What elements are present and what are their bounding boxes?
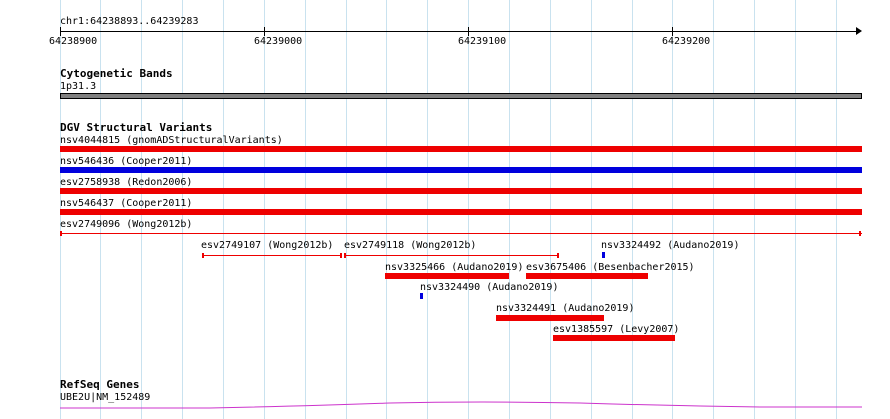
ruler-tick	[60, 27, 61, 36]
variant-feature[interactable]	[526, 273, 648, 279]
variant-label: esv3675406 (Besenbacher2015)	[526, 262, 695, 273]
refseq-track-title[interactable]: RefSeq Genes	[60, 378, 140, 391]
variant-endcap	[557, 253, 559, 258]
ruler-tick	[672, 27, 673, 36]
gene-line	[60, 401, 862, 409]
variant-feature[interactable]	[60, 233, 862, 234]
variant-label: nsv3324492 (Audano2019)	[601, 240, 740, 251]
variant-label: nsv3324491 (Audano2019)	[496, 303, 635, 314]
variant-endcap	[60, 231, 62, 236]
ruler-tick	[468, 27, 469, 36]
variant-label: esv2749118 (Wong2012b)	[344, 240, 477, 251]
variant-endcap	[340, 253, 342, 258]
variant-feature[interactable]	[344, 255, 559, 256]
variant-label: esv1385597 (Levy2007)	[553, 324, 680, 335]
variant-feature[interactable]	[420, 293, 423, 299]
cytoband-feature[interactable]	[60, 93, 862, 99]
variant-feature[interactable]	[496, 315, 604, 321]
ruler-tick-label: 64239000	[254, 36, 303, 47]
variant-feature[interactable]	[60, 146, 862, 152]
variant-label: esv2749107 (Wong2012b)	[201, 240, 334, 251]
variant-label: esv2749096 (Wong2012b)	[60, 219, 193, 230]
variant-label: nsv3325466 (Audano2019)	[385, 262, 524, 273]
variant-label: nsv4044815 (gnomADStructuralVariants)	[60, 135, 283, 146]
gene-label: UBE2U|NM_152489	[60, 392, 151, 403]
variant-feature[interactable]	[385, 273, 509, 279]
ruler-arrow-icon	[856, 27, 862, 35]
variant-feature[interactable]	[60, 188, 862, 194]
variant-label: nsv546436 (Cooper2011)	[60, 156, 193, 167]
variant-endcap	[202, 253, 204, 258]
variant-feature[interactable]	[60, 209, 862, 215]
dgv-track-title[interactable]: DGV Structural Variants	[60, 121, 213, 134]
cytoband-track-title[interactable]: Cytogenetic Bands	[60, 67, 173, 80]
variant-feature[interactable]	[602, 252, 605, 258]
variant-feature[interactable]	[202, 255, 342, 256]
ruler-tick-label: 64239200	[662, 36, 711, 47]
variant-feature[interactable]	[553, 335, 675, 341]
ruler-position-label: chr1:64238893..64239283	[60, 16, 199, 27]
ruler-axis[interactable]	[60, 31, 860, 32]
variant-label: nsv3324490 (Audano2019)	[420, 282, 559, 293]
variant-endcap	[859, 231, 861, 236]
variant-label: esv2758938 (Redon2006)	[60, 177, 193, 188]
gene-feature[interactable]	[60, 398, 862, 412]
ruler-tick	[264, 27, 265, 36]
cytoband-label: 1p31.3	[60, 81, 97, 92]
ruler-tick-label: 64238900	[49, 36, 98, 47]
ruler-tick-label: 64239100	[458, 36, 507, 47]
variant-endcap	[344, 253, 346, 258]
variant-label: nsv546437 (Cooper2011)	[60, 198, 193, 209]
variant-feature[interactable]	[60, 167, 862, 173]
